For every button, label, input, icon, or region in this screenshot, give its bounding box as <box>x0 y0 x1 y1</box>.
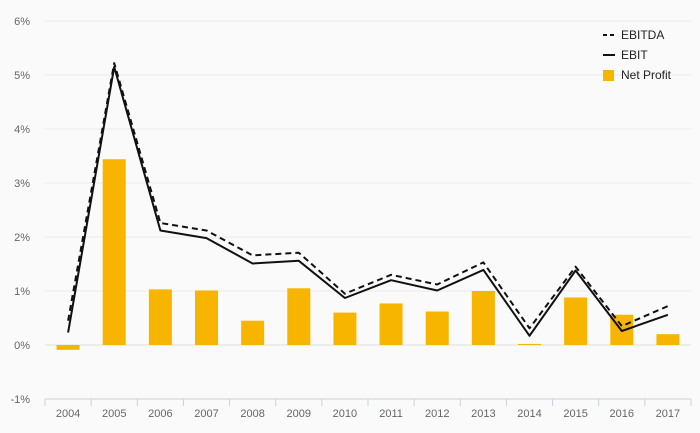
x-tick-label: 2017 <box>656 408 680 420</box>
x-tick-label: 2012 <box>425 408 449 420</box>
legend-label-ebit: EBIT <box>621 48 648 62</box>
net-profit-bar <box>195 290 218 345</box>
y-tick-label: 3% <box>14 178 30 190</box>
y-tick-label: 6% <box>14 16 30 28</box>
x-tick-label: 2016 <box>610 408 634 420</box>
x-tick-label: 2015 <box>563 408 587 420</box>
net-profit-bar <box>241 320 265 345</box>
x-tick-label: 2010 <box>333 408 357 420</box>
net-profit-bar <box>564 297 588 345</box>
net-profit-bar <box>56 345 80 350</box>
x-tick-label: 2006 <box>148 408 172 420</box>
y-tick-label: 2% <box>14 232 30 244</box>
y-tick-label: 0% <box>14 340 30 352</box>
x-axis: 2004 2005 2006 2007 2008 2009 2010 2011 2012 2013… <box>44 398 692 420</box>
net-profit-bar <box>425 311 449 345</box>
x-tick-label: 2007 <box>194 408 218 420</box>
y-tick-label: 5% <box>14 70 30 82</box>
legend-label-net-profit: Net Profit <box>621 68 672 82</box>
legend-marker-net-profit <box>603 70 614 81</box>
x-tick-label: 2009 <box>287 408 311 420</box>
y-tick-label: -1% <box>10 394 30 406</box>
x-tick-label: 2008 <box>240 408 264 420</box>
net-profit-bar <box>471 291 495 345</box>
legend-label-ebitda: EBITDA <box>621 28 664 42</box>
y-tick-label: 1% <box>14 286 30 298</box>
net-profit-bar <box>333 312 357 345</box>
net-profit-bar <box>379 303 403 345</box>
y-tick-label: 4% <box>14 124 30 136</box>
net-profit-bar <box>518 343 541 345</box>
net-profit-bar <box>656 334 680 345</box>
ebit-line <box>67 65 669 337</box>
x-tick-label: 2014 <box>517 408 541 420</box>
net-profit-bar <box>148 289 172 345</box>
grid-lines <box>45 20 691 400</box>
net-profit-bars <box>56 159 680 350</box>
net-profit-bar <box>287 288 311 345</box>
x-tick-label: 2004 <box>56 408 80 420</box>
ebitda-line <box>67 62 669 330</box>
x-tick-label: 2005 <box>102 408 126 420</box>
net-profit-bar <box>102 159 126 345</box>
x-tick-label: 2013 <box>471 408 495 420</box>
x-tick-label: 2011 <box>379 408 403 420</box>
line-series <box>67 62 669 337</box>
legend: EBITDA EBIT Net Profit <box>603 28 672 82</box>
y-axis: -1% 0% 1% 2% 3% 4% 5% 6% <box>10 16 30 406</box>
